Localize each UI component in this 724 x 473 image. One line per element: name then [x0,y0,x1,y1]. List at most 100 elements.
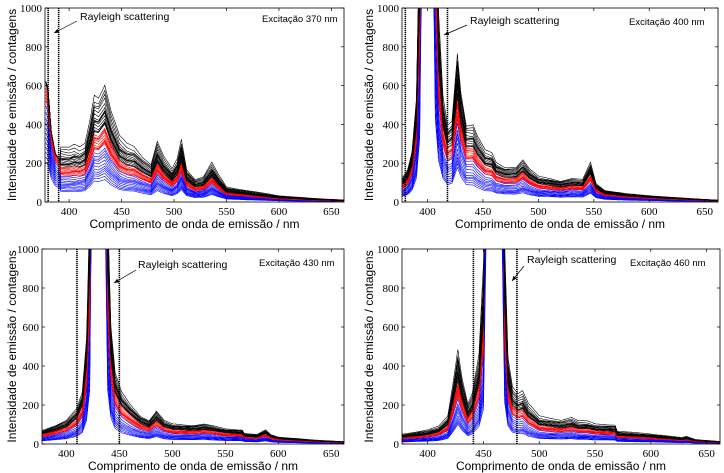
spectrum-line-red-7 [42,249,344,443]
rayleigh-annotation: Rayleigh scattering [138,259,227,271]
panel-4: 400 450 500 550 600 650 0 200 400 600 800 1000 Compr… [362,244,721,473]
spectrum-line-black-9 [402,8,718,201]
y-tick-label: 600 [26,81,43,93]
series-group [42,249,344,444]
spectrum-line-blue-9 [42,249,344,444]
panel-2: 400 450 500 550 600 650 0 200 400 600 800 1000 Compr… [362,3,719,231]
spectrum-line-black-0 [402,249,720,442]
spectrum-line-blue-2 [402,249,720,444]
spectrum-line-black-3 [402,249,720,443]
y-axis-label: Intensidade de emissão / contagens [5,250,19,442]
x-tick-label: 650 [696,206,713,218]
x-tick-label: 450 [113,206,130,218]
x-tick-label: 650 [323,206,340,218]
spectrum-line-red-3 [402,8,718,202]
x-tick-label: 500 [164,448,181,460]
x-tick-label: 600 [641,206,658,218]
y-tick-label: 200 [26,158,43,170]
y-tick-label: 800 [383,42,400,54]
spectrum-line-red-0 [402,8,718,201]
spectrum-line-blue-4 [402,8,718,202]
spectrum-line-blue-0 [402,8,718,202]
spectrum-line-black-1 [402,249,720,442]
y-axis-label: Intensidade de emissão / contagens [362,250,376,442]
x-tick-label: 550 [217,448,234,460]
y-tick-label: 0 [34,439,40,451]
y-axis-label: Intensidade de emissão / contagens [5,9,19,201]
x-tick-label: 650 [323,448,340,460]
spectrum-line-red-2 [402,8,718,202]
excitation-label: Excitação 460 nm [630,258,706,269]
y-tick-label: 0 [37,197,43,209]
x-tick-label: 500 [166,206,183,218]
spectrum-line-black-6 [402,8,718,201]
x-tick-label: 550 [586,206,603,218]
y-tick-label: 800 [23,283,40,295]
spectrum-line-red-4 [402,8,718,202]
spectrum-line-black-15 [45,81,344,201]
x-tick-label: 500 [531,448,548,460]
x-axis-label: Comprimento de onda de emissão / nm [455,217,665,231]
annotation-arrow [443,24,468,36]
y-tick-label: 200 [383,158,400,170]
spectrum-line-black-13 [402,8,718,201]
plot-frame [44,7,345,203]
excitation-label: Excitação 370 nm [262,14,338,25]
y-tick-label: 1000 [17,244,40,256]
series-group [402,249,720,444]
spectrum-line-black-1 [402,8,718,201]
spectrum-line-red-1 [402,8,718,201]
spectrum-line-black-12 [402,8,718,201]
spectrum-line-black-10 [402,8,718,201]
spectrum-line-black-7 [402,8,718,201]
plot-frame [401,248,721,445]
excitation-label: Excitação 400 nm [629,17,705,28]
plot-frame [41,248,345,445]
spectrum-line-black-2 [402,8,718,201]
spectrum-line-black-12 [42,249,344,443]
x-tick-label: 400 [58,448,75,460]
y-tick-label: 1000 [20,3,43,15]
spectrum-line-blue-11 [45,161,344,202]
spectrum-line-red-5 [402,8,718,202]
x-tick-label: 450 [111,448,128,460]
x-tick-label: 600 [270,448,287,460]
excitation-label: Excitação 430 nm [259,258,335,269]
spectrum-line-black-5 [402,8,718,201]
panel-3: 400 450 500 550 600 650 0 200 400 600 800 1000 Compr… [5,244,345,473]
y-tick-label: 400 [383,361,400,373]
x-tick-label: 600 [271,206,288,218]
y-tick-label: 0 [394,197,400,209]
y-tick-label: 400 [26,119,43,131]
spectrum-line-red-7 [402,8,718,202]
y-tick-label: 600 [383,322,400,334]
spectrum-line-red-6 [402,8,718,202]
y-tick-label: 600 [383,81,400,93]
y-tick-label: 800 [383,283,400,295]
y-tick-label: 600 [23,322,40,334]
spectrum-line-black-12 [402,249,720,443]
spectrum-line-black-11 [402,8,718,201]
annotation-arrow [53,20,78,34]
y-tick-label: 1000 [377,3,400,15]
spectrum-line-blue-10 [402,8,718,202]
x-tick-label: 400 [419,206,436,218]
spectrum-line-red-7 [402,249,720,443]
plot-frame [401,7,719,203]
x-tick-label: 400 [419,448,436,460]
spectrum-line-red-9 [45,101,344,202]
rayleigh-annotation: Rayleigh scattering [470,15,559,27]
y-tick-label: 0 [394,439,400,451]
x-axis-label: Comprimento de onda de emissão / nm [88,459,298,473]
y-tick-label: 200 [383,400,400,412]
spectrum-line-black-8 [402,8,718,201]
x-axis-label: Comprimento de onda de emissão / nm [89,217,299,231]
x-tick-label: 450 [475,448,492,460]
y-tick-label: 1000 [377,244,400,256]
y-axis-label: Intensidade de emissão / contagens [362,9,376,201]
spectrum-line-red-8 [402,8,718,202]
x-axis-label: Comprimento de onda de emissão / nm [456,459,666,473]
spectrum-line-black-0 [402,8,718,201]
